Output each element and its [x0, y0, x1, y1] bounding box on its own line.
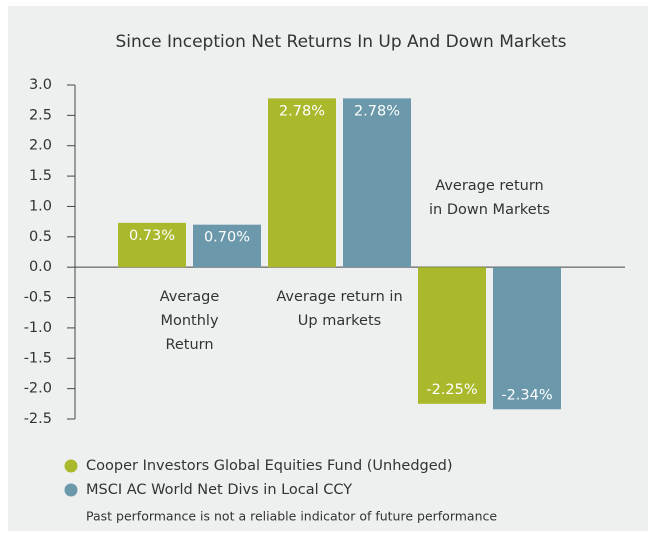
bar: [193, 224, 261, 268]
value-label: -2.25%: [426, 382, 477, 398]
bar: [118, 222, 186, 268]
y-tick-label: -1.5: [24, 350, 52, 366]
value-label: 0.70%: [204, 230, 250, 246]
y-tick-label: -0.5: [24, 290, 52, 306]
y-tick-label: 0.5: [29, 229, 52, 245]
footnote: Past performance is not a reliable indic…: [86, 509, 497, 524]
value-label: -2.34%: [501, 387, 552, 403]
chart-title: Since Inception Net Returns In Up And Do…: [115, 32, 566, 52]
y-tick-label: -2.0: [24, 381, 52, 397]
bar: [343, 98, 411, 268]
legend-marker: [64, 459, 78, 473]
y-tick-label: -1.0: [24, 320, 52, 336]
y-tick-label: 2.0: [29, 138, 52, 154]
value-label: 2.78%: [279, 103, 325, 119]
bar: [418, 267, 486, 404]
y-tick-label: 0.0: [29, 259, 52, 275]
category-label: Average return in Down Markets: [429, 178, 550, 218]
y-tick-label: -2.5: [24, 411, 52, 427]
legend-label: MSCI AC World Net Divs in Local CCY: [86, 482, 352, 498]
bar: [493, 267, 561, 410]
category-label: Average Monthly Return: [159, 289, 220, 354]
legend-label: Cooper Investors Global Equities Fund (U…: [86, 458, 453, 474]
legend-marker: [64, 483, 78, 497]
y-tick-label: 1.0: [29, 198, 52, 214]
category-label: Average return in Up markets: [276, 289, 403, 330]
y-tick-label: 1.5: [29, 168, 52, 184]
value-label: 2.78%: [354, 103, 400, 119]
y-tick-label: 3.0: [29, 77, 52, 93]
y-tick-label: 2.5: [29, 107, 52, 123]
value-label: 0.73%: [129, 228, 175, 244]
bar: [268, 98, 336, 268]
